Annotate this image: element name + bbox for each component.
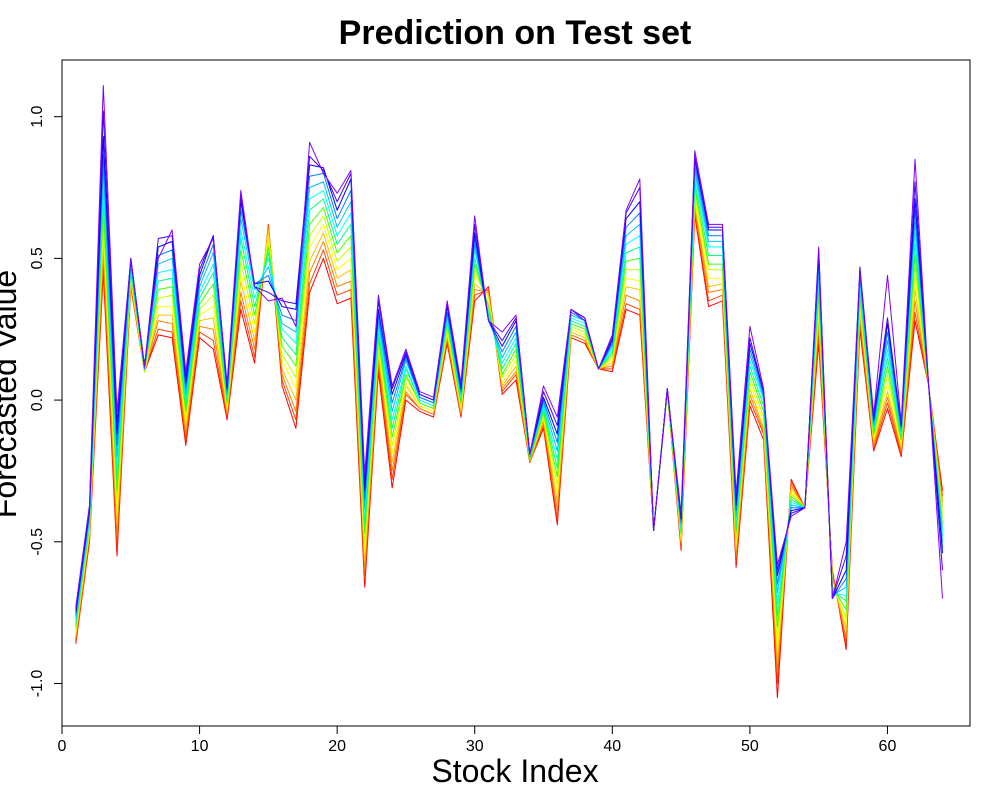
x-tick-label: 50 [741, 738, 759, 755]
series-line-3 [75, 206, 943, 673]
y-axis: -1.0 -0.5 0.0 0.5 1.0 [29, 105, 63, 698]
series-line-14 [75, 85, 943, 608]
y-tick-label: 1.0 [29, 105, 46, 127]
x-tick-label: 10 [191, 738, 209, 755]
y-axis-title: Forecasted Value [0, 270, 23, 518]
series-line-1 [75, 215, 943, 699]
plot-frame [61, 59, 971, 727]
series-line-11 [75, 153, 943, 616]
series-line-5 [75, 198, 943, 650]
series-lines [75, 85, 943, 699]
y-tick-label: 0.0 [29, 389, 46, 411]
y-tick-label: -1.0 [29, 670, 46, 698]
x-tick-label: 40 [603, 738, 621, 755]
series-line-4 [75, 204, 943, 662]
x-tick-label: 0 [58, 738, 67, 755]
y-tick-label: -0.5 [29, 528, 46, 556]
x-axis-title: Stock Index [431, 753, 598, 789]
series-line-7 [75, 187, 943, 628]
x-tick-label: 60 [879, 738, 897, 755]
x-tick-label: 20 [328, 738, 346, 755]
series-line-10 [75, 167, 943, 619]
x-axis: 0 10 20 30 40 50 60 [58, 725, 897, 755]
series-line-8 [75, 181, 943, 625]
x-tick-label: 30 [466, 738, 484, 755]
series-line-2 [75, 212, 943, 684]
chart-title: Prediction on Test set [339, 14, 692, 52]
y-tick-label: 0.5 [29, 247, 46, 269]
series-line-6 [75, 192, 943, 639]
series-line-9 [75, 175, 943, 622]
